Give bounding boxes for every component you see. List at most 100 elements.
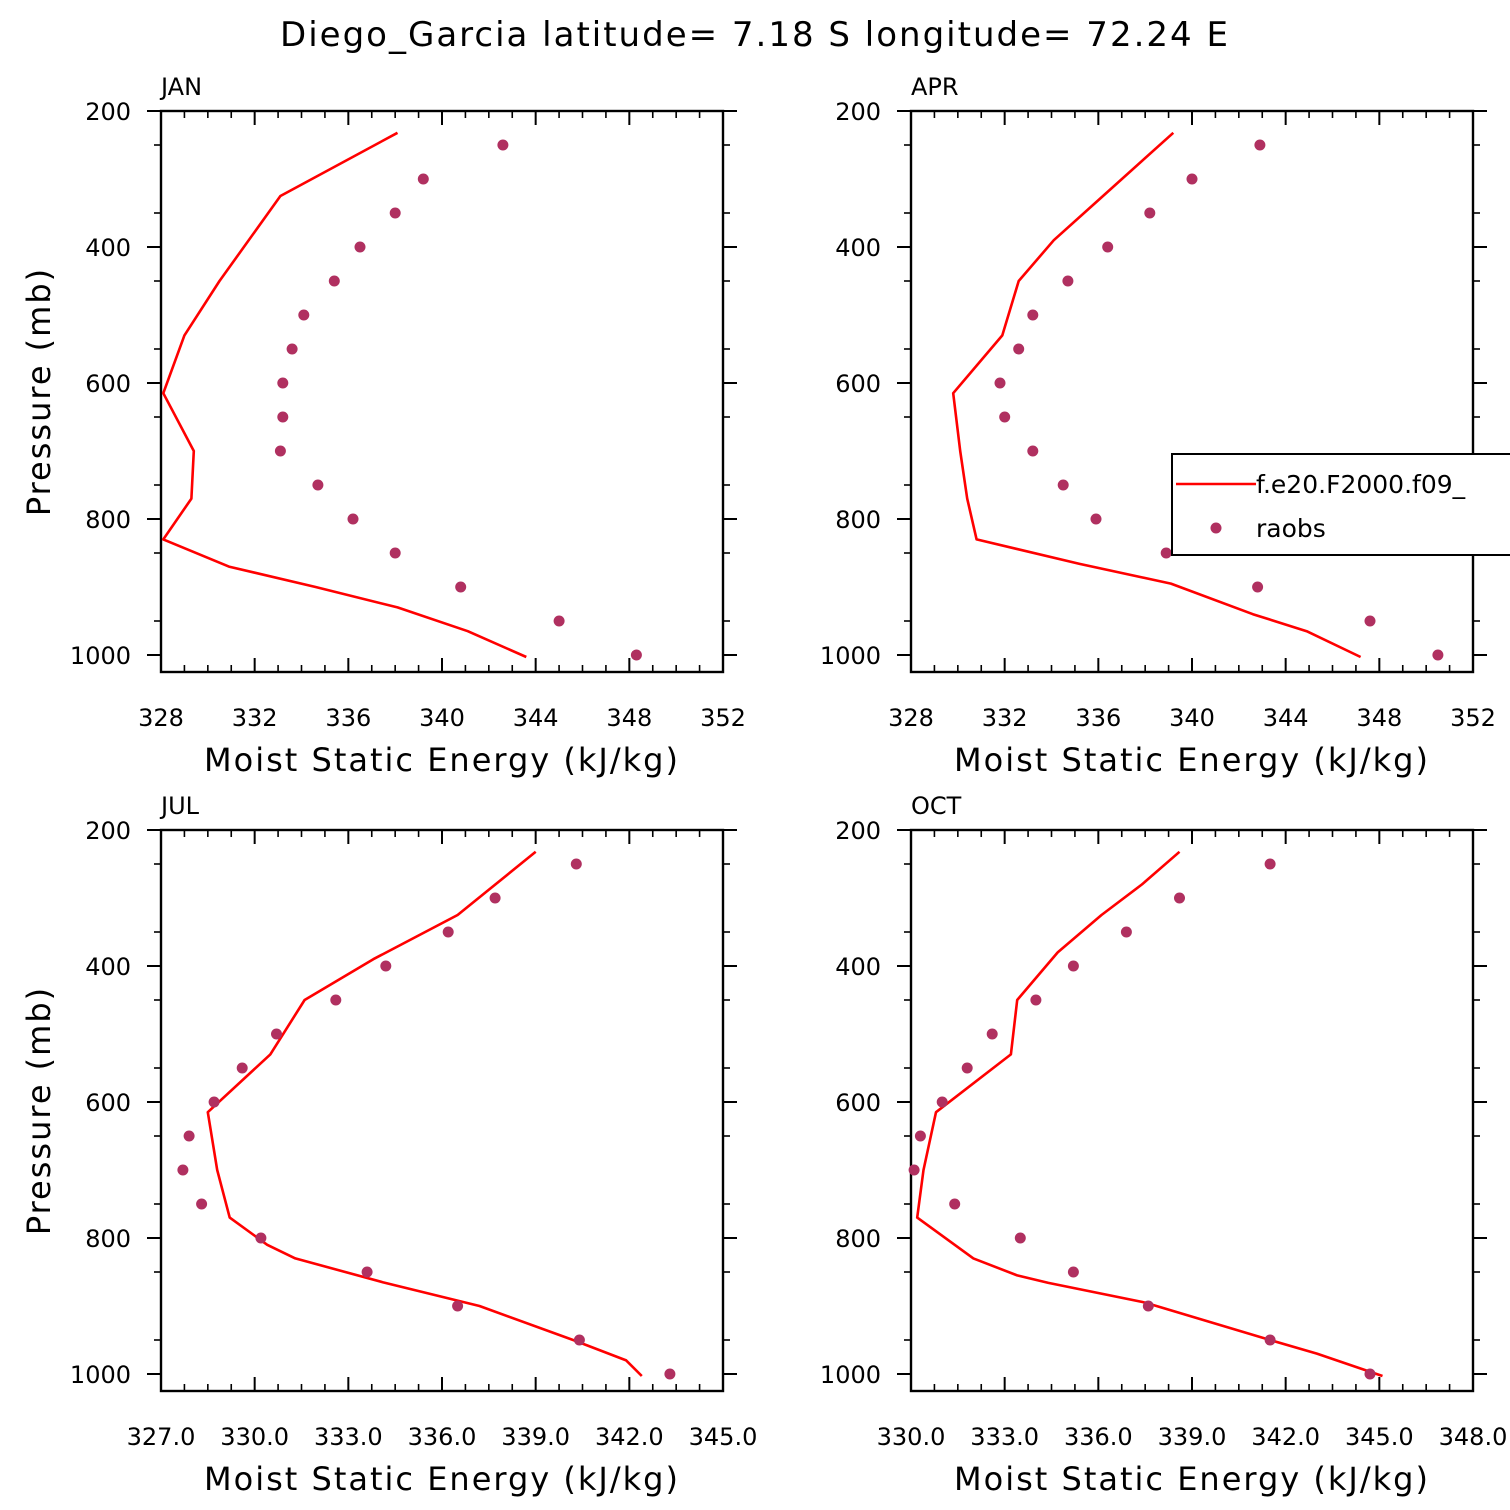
raobs-point (271, 1028, 282, 1040)
raobs-point (1174, 892, 1185, 904)
raobs-point (1264, 1334, 1276, 1346)
raobs-point (489, 892, 501, 904)
raobs-point (328, 275, 340, 287)
y-tick-label: 200 (85, 98, 131, 126)
y-tick-label: 800 (835, 1225, 881, 1253)
raobs-point (442, 926, 454, 938)
raobs-point (1120, 926, 1132, 938)
raobs-point (277, 411, 289, 423)
legend-box (1171, 453, 1510, 556)
figure-title: Diego_Garcia latitude= 7.18 S longitude=… (280, 15, 1230, 55)
y-tick-label: 400 (85, 234, 131, 262)
x-tick-label: 330.0 (877, 1423, 946, 1451)
raobs-point (961, 1062, 973, 1074)
x-tick-label: 333.0 (314, 1423, 383, 1451)
x-axis-title: Moist Static Energy (kJ/kg) (954, 741, 1430, 779)
raobs-point (936, 1096, 948, 1108)
panel-oct: OCT 330.0 333.0 336.0 339.0 342.0 345.0 348.0 20… (820, 792, 1507, 1498)
x-tick-label: 336.0 (1064, 1423, 1133, 1451)
raobs-point (455, 581, 467, 593)
legend-label-model: f.e20.F2000.f09_ (1256, 470, 1466, 499)
raobs-point (1013, 343, 1025, 355)
x-tick-label: 336.0 (408, 1423, 477, 1451)
model-line (951, 131, 1362, 659)
raobs-point (553, 615, 565, 627)
x-tick-label: 348 (1356, 704, 1402, 732)
y-tick-label: 400 (835, 953, 881, 981)
raobs-point (630, 649, 642, 661)
y-tick-label: 1000 (70, 642, 131, 670)
x-tick-label: 342.0 (1251, 1423, 1320, 1451)
raobs-point (298, 309, 310, 321)
y-tick-label: 800 (85, 506, 131, 534)
model-line (206, 850, 643, 1377)
raobs-point (999, 411, 1011, 423)
raobs-point (914, 1130, 926, 1142)
plot-frame (159, 109, 725, 674)
raobs-point (664, 1368, 676, 1380)
panel-apr: APR 328 332 336 340 344 348 352 200 400 600 800 1000… (820, 73, 1496, 779)
raobs-point (312, 479, 324, 491)
x-tick-label: 333.0 (970, 1423, 1039, 1451)
x-tick-label: 339.0 (501, 1423, 570, 1451)
x-tick-label: 345.0 (1345, 1423, 1414, 1451)
raobs-point (1364, 615, 1376, 627)
y-tick-label: 1000 (820, 642, 881, 670)
raobs-point (1027, 445, 1039, 457)
raobs-point (347, 513, 359, 525)
y-tick-label: 400 (835, 234, 881, 262)
y-tick-label: 200 (85, 817, 131, 845)
x-tick-label: 336 (325, 704, 371, 732)
x-axis-title: Moist Static Energy (kJ/kg) (954, 1460, 1430, 1498)
raobs-point (1160, 547, 1172, 559)
raobs-point (380, 960, 392, 972)
raobs-point (1102, 241, 1114, 253)
raobs-point (354, 241, 366, 253)
raobs-point (286, 343, 298, 355)
x-tick-label: 327.0 (127, 1423, 196, 1451)
y-axis-title: Pressure (mb) (20, 986, 58, 1235)
raobs-point (1090, 513, 1102, 525)
model-line (915, 850, 1383, 1378)
x-tick-label: 328 (138, 704, 184, 732)
panel-jan: JAN 328 332 336 340 344 348 352 200 400 600 800 1000… (20, 73, 746, 779)
x-tick-label: 344 (1263, 704, 1309, 732)
y-tick-label: 600 (835, 1089, 881, 1117)
x-tick-label: 348.0 (1439, 1423, 1508, 1451)
panel-label: JUL (159, 792, 200, 820)
raobs-point (1062, 275, 1074, 287)
legend: f.e20.F2000.f09_raobs (1171, 453, 1510, 556)
y-tick-label: 600 (85, 370, 131, 398)
raobs-point (1030, 994, 1042, 1006)
y-tick-label: 800 (835, 506, 881, 534)
raobs-point (255, 1232, 267, 1244)
raobs-point (196, 1198, 208, 1210)
raobs-point (389, 207, 401, 219)
raobs-point (236, 1062, 248, 1074)
raobs-point (1254, 139, 1266, 151)
x-tick-label: 328 (888, 704, 934, 732)
raobs-point (1027, 309, 1039, 321)
x-axis-title: Moist Static Energy (kJ/kg) (204, 1460, 680, 1498)
y-tick-label: 800 (85, 1225, 131, 1253)
y-tick-label: 200 (835, 98, 881, 126)
raobs-point (1186, 173, 1198, 185)
raobs-point (361, 1266, 373, 1278)
x-tick-label: 344 (513, 704, 559, 732)
raobs-point (986, 1028, 998, 1040)
panel-label: OCT (911, 792, 962, 820)
x-tick-label: 340 (419, 704, 465, 732)
raobs-point (389, 547, 401, 559)
x-tick-label: 339.0 (1158, 1423, 1227, 1451)
plot-frame (159, 828, 725, 1393)
raobs-point (573, 1334, 585, 1346)
y-tick-label: 600 (835, 370, 881, 398)
panel-jul: JUL 327.0 330.0 333.0 336.0 339.0 342.0 345.0 20… (20, 792, 757, 1498)
legend-marker-swatch (1210, 522, 1222, 534)
raobs-point (183, 1130, 195, 1142)
x-tick-label: 330.0 (220, 1423, 289, 1451)
raobs-point (1364, 1368, 1376, 1380)
x-tick-label: 336 (1075, 704, 1121, 732)
x-tick-label: 352 (700, 704, 746, 732)
